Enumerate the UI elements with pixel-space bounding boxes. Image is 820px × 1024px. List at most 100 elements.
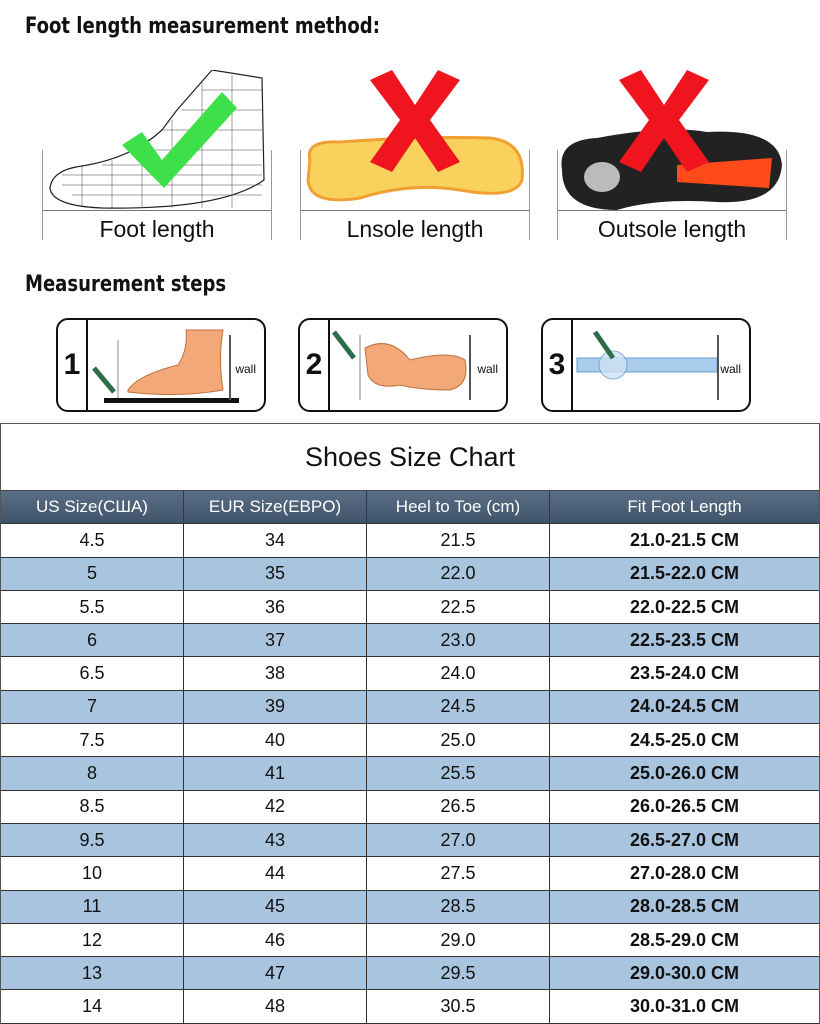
table-row: 9.5 43 27.0 26.5-27.0 CM (1, 823, 819, 858)
table-cell: 47 (184, 957, 367, 990)
check-icon (122, 92, 237, 188)
table-cell: 37 (184, 624, 367, 657)
wall-label: wall (477, 362, 498, 376)
header-cell: Fit Foot Length (627, 497, 742, 517)
method-outsole-length: Outsole length (557, 70, 787, 250)
method-label: Foot length (99, 216, 215, 242)
insole-icon (306, 70, 524, 202)
table-cell: 13 (1, 957, 184, 990)
ruler-icon (576, 330, 719, 400)
table-cell: 29.0 (367, 923, 550, 957)
table-cell: 21.0-21.5 CM (629, 529, 740, 550)
table-cell: 6 (1, 624, 184, 657)
table-cell: 29.0-30.0 CM (629, 962, 740, 983)
table-cell: 39 (184, 690, 367, 724)
table-cell: 30.5 (367, 990, 550, 1023)
header-cell: EUR Size(EBPO) (184, 491, 367, 524)
table-row: 5.5 36 22.5 22.0-22.5 CM (1, 590, 819, 625)
table-cell: 25.5 (367, 757, 550, 790)
table-row: 6 37 23.0 22.5-23.5 CM (1, 624, 819, 658)
table-row: 7.5 40 25.0 24.5-25.0 CM (1, 724, 819, 758)
method-insole-length: Lnsole length (300, 70, 530, 250)
method-foot-length: Foot length (42, 70, 272, 250)
table-row: 7 39 24.5 24.0-24.5 CM (1, 690, 819, 725)
cross-icon (370, 70, 460, 172)
table-cell: 26.0-26.5 CM (629, 796, 740, 817)
table-cell: 5 (1, 557, 184, 590)
table-cell: 6.5 (1, 657, 184, 690)
table-cell: 22.5-23.5 CM (629, 629, 740, 650)
outsole-icon (561, 70, 782, 210)
table-cell: 48 (184, 990, 367, 1023)
table-cell: 7 (1, 690, 184, 724)
table-cell: 46 (184, 923, 367, 957)
table-cell: 5.5 (1, 590, 184, 624)
table-cell: 10 (1, 857, 184, 890)
table-row: 8.5 42 26.5 26.0-26.5 CM (1, 790, 819, 824)
step-2: 2 wall (298, 318, 508, 412)
table-cell: 40 (184, 724, 367, 757)
table-cell: 8 (1, 757, 184, 790)
table-cell: 25.0 (367, 724, 550, 757)
method-label: Lnsole length (346, 216, 484, 242)
step-number: 1 (58, 320, 88, 410)
header-cell: Heel to Toe (cm) (367, 491, 550, 524)
table-cell: 44 (184, 857, 367, 890)
table-cell: 29.5 (367, 957, 550, 990)
wall-label: wall (235, 362, 256, 376)
step-number: 2 (300, 320, 330, 410)
table-cell: 28.5 (367, 890, 550, 923)
method-label: Outsole length (597, 216, 747, 242)
table-row: 13 47 29.5 29.0-30.0 CM (1, 957, 819, 991)
cross-icon (619, 70, 709, 172)
step-3: 3 wall (541, 318, 751, 412)
table-cell: 26.5 (367, 790, 550, 823)
table-cell: 7.5 (1, 724, 184, 757)
table-cell: 41 (184, 757, 367, 790)
table-cell: 27.0-28.0 CM (629, 862, 740, 883)
table-cell: 23.0 (367, 624, 550, 657)
step-1: 1 wall (56, 318, 266, 412)
table-cell: 22.5 (367, 590, 550, 624)
table-row: 5 35 22.0 21.5-22.0 CM (1, 557, 819, 591)
foot-top-icon (332, 330, 471, 400)
table-cell: 24.5-25.0 CM (629, 729, 740, 750)
table-cell: 27.5 (367, 857, 550, 890)
table-cell: 24.5 (367, 690, 550, 724)
table-title: Shoes Size Chart (1, 424, 819, 491)
table-cell: 30.0-31.0 CM (629, 996, 740, 1017)
table-cell: 21.5-22.0 CM (629, 563, 740, 584)
table-cell: 4.5 (1, 524, 184, 557)
size-chart-table: Shoes Size Chart US Size(США) EUR Size(E… (0, 423, 820, 1024)
table-cell: 36 (184, 590, 367, 624)
table-row: 10 44 27.5 27.0-28.0 CM (1, 857, 819, 891)
table-cell: 24.0-24.5 CM (629, 696, 740, 717)
steps-heading: Measurement steps (25, 272, 227, 297)
table-cell: 42 (184, 790, 367, 823)
table-cell: 22.0-22.5 CM (629, 596, 740, 617)
table-cell: 9.5 (1, 823, 184, 857)
table-row: 8 41 25.5 25.0-26.0 CM (1, 757, 819, 791)
table-cell: 25.0-26.0 CM (629, 763, 740, 784)
table-cell: 12 (1, 923, 184, 957)
table-cell: 45 (184, 890, 367, 923)
table-cell: 24.0 (367, 657, 550, 690)
table-cell: 14 (1, 990, 184, 1023)
table-cell: 38 (184, 657, 367, 690)
table-cell: 28.5-29.0 CM (629, 929, 740, 950)
method-heading: Foot length measurement method: (25, 14, 380, 39)
table-cell: 26.5-27.0 CM (629, 829, 740, 850)
table-cell: 8.5 (1, 790, 184, 823)
table-row: 14 48 30.5 30.0-31.0 CM (1, 990, 819, 1024)
table-cell: 43 (184, 823, 367, 857)
table-row: 11 45 28.5 28.0-28.5 CM (1, 890, 819, 924)
table-row: 4.5 34 21.5 21.0-21.5 CM (1, 524, 819, 558)
table-cell: 34 (184, 524, 367, 557)
table-row: 6.5 38 24.0 23.5-24.0 CM (1, 657, 819, 691)
table-row: 12 46 29.0 28.5-29.0 CM (1, 923, 819, 958)
table-header-row: US Size(США) EUR Size(EBPO) Heel to Toe … (1, 491, 819, 525)
table-cell: 28.0-28.5 CM (629, 896, 740, 917)
table-cell: 21.5 (367, 524, 550, 557)
table-cell: 22.0 (367, 557, 550, 590)
table-cell: 23.5-24.0 CM (629, 663, 740, 684)
